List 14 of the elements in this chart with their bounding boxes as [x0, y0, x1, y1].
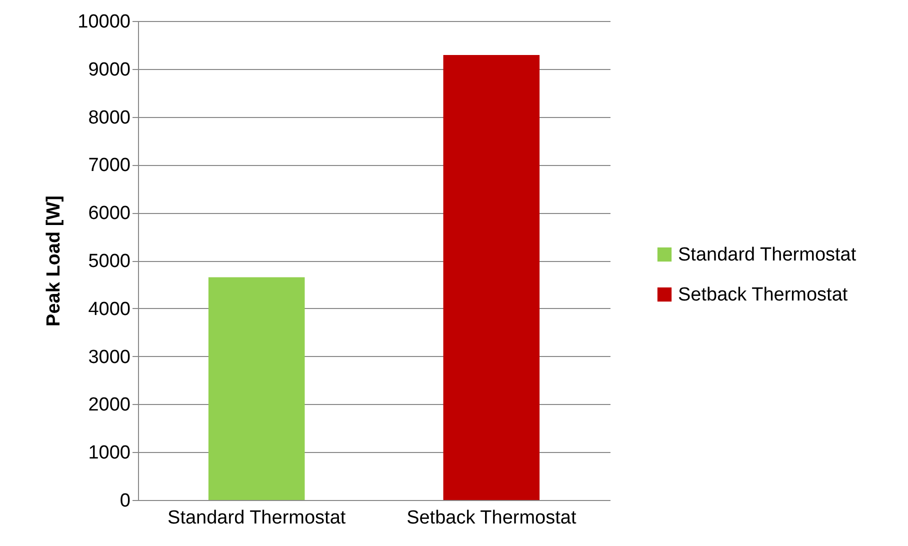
- y-tick-label: 10000: [78, 12, 130, 32]
- y-tick-label: 1000: [88, 442, 130, 464]
- y-tick-label: 8000: [88, 107, 130, 128]
- y-tick-label: 0: [120, 490, 130, 512]
- y-tick-label: 9000: [88, 59, 130, 80]
- y-tick-label: 4000: [88, 298, 130, 320]
- legend-label: Standard Thermostat: [678, 244, 857, 266]
- y-tick-label: 3000: [88, 346, 130, 368]
- legend-label: Setback Thermostat: [678, 284, 848, 306]
- y-tick-label: 6000: [88, 203, 130, 224]
- y-tick-label: 5000: [88, 251, 130, 272]
- y-axis-title: Peak Load [W]: [44, 196, 65, 326]
- y-tick-label: 2000: [88, 394, 130, 416]
- y-tick-label: 7000: [88, 155, 130, 176]
